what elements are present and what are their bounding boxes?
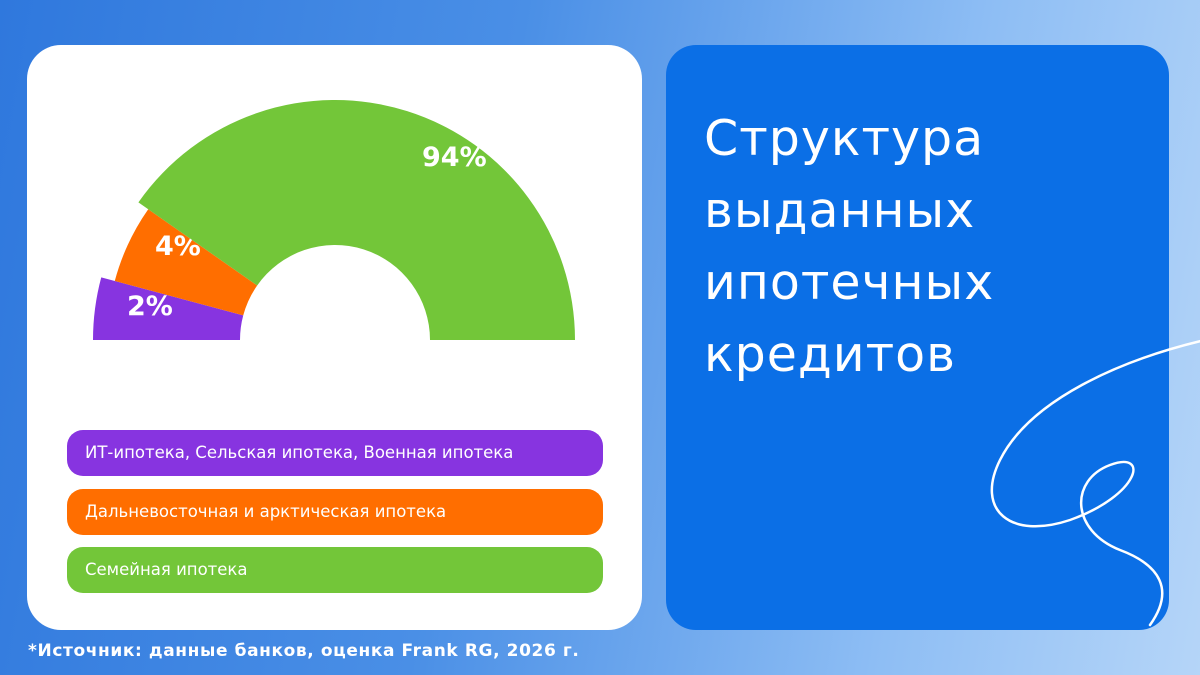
- legend-item-family: Семейная ипотека: [67, 547, 603, 593]
- half-donut-chart: 2%4%94%: [93, 99, 575, 340]
- legend-item-far-east-arctic: Дальневосточная и арктическая ипотека: [67, 489, 603, 535]
- source-note: *Источник: данные банков, оценка Frank R…: [28, 641, 580, 661]
- page-title: Структура выданных ипотечных кредитов: [704, 103, 994, 391]
- title-line: выданных: [704, 182, 976, 239]
- title-line: Структура: [704, 110, 985, 167]
- slice-label-0: 2%: [127, 291, 173, 322]
- title-line: ипотечных: [704, 254, 995, 311]
- slice-0: [93, 277, 244, 340]
- slice-1: [114, 209, 258, 316]
- legend-label: Семейная ипотека: [85, 560, 248, 579]
- title-card: Структура выданных ипотечных кредитов: [666, 45, 1169, 630]
- chart-card: 2% 4% 94% ИТ-ипотека, Сельская ипотека, Во…: [27, 45, 642, 630]
- slice-label-2: 94%: [422, 142, 487, 173]
- slice-2: [138, 99, 575, 340]
- legend-label: Дальневосточная и арктическая ипотека: [85, 502, 447, 521]
- legend-item-it-rural-military: ИТ-ипотека, Сельская ипотека, Военная ип…: [67, 430, 603, 476]
- legend-label: ИТ-ипотека, Сельская ипотека, Военная ип…: [85, 443, 514, 462]
- title-line: кредитов: [704, 326, 956, 383]
